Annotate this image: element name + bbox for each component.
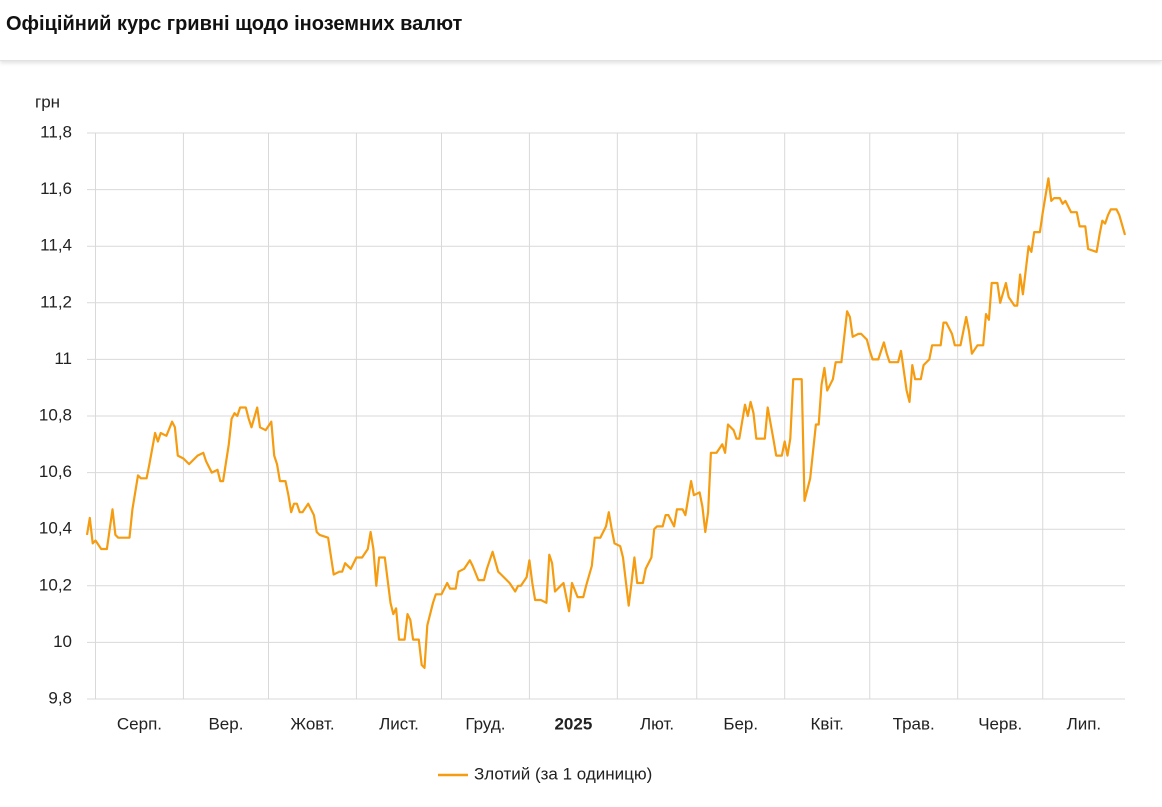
y-tick-label: 11	[54, 349, 72, 368]
x-tick-label: Лип.	[1067, 714, 1102, 733]
x-tick-label: Жовт.	[290, 714, 334, 733]
x-tick-label: 2025	[554, 714, 592, 733]
x-tick-label: Серп.	[117, 714, 162, 733]
y-tick-label: 10,4	[39, 519, 72, 538]
y-tick-label: 11,2	[40, 292, 72, 311]
header: Офіційний курс гривні щодо іноземних вал…	[0, 0, 1162, 61]
y-tick-label: 11,4	[40, 236, 72, 255]
y-tick-label: 11,6	[40, 179, 72, 198]
y-tick-label: 10,6	[39, 462, 72, 481]
y-tick-label: 10,2	[39, 575, 72, 594]
x-tick-label: Квіт.	[811, 714, 844, 733]
y-tick-label: 9,8	[48, 688, 72, 707]
chart-title: Офіційний курс гривні щодо іноземних вал…	[6, 13, 463, 35]
y-tick-label: 10	[53, 632, 72, 651]
y-tick-label: 11,8	[40, 122, 72, 141]
y-tick-label: 10,8	[39, 405, 72, 424]
x-tick-label: Трав.	[893, 714, 935, 733]
y-axis-label: грн	[35, 92, 60, 111]
legend-label: Злотий (за 1 одиницю)	[474, 764, 652, 783]
data-line	[85, 177, 1127, 669]
x-tick-label: Черв.	[978, 714, 1022, 733]
chart: грн 9,8 10 10,2 10,4 10,6 10,8 11 11,2 11,4 11,6 1…	[35, 92, 1127, 783]
x-tick-label: Груд.	[465, 714, 505, 733]
x-tick-label: Лист.	[379, 714, 419, 733]
x-tick-label: Вер.	[208, 714, 243, 733]
x-tick-label: Лют.	[640, 714, 674, 733]
x-tick-label: Бер.	[723, 714, 758, 733]
